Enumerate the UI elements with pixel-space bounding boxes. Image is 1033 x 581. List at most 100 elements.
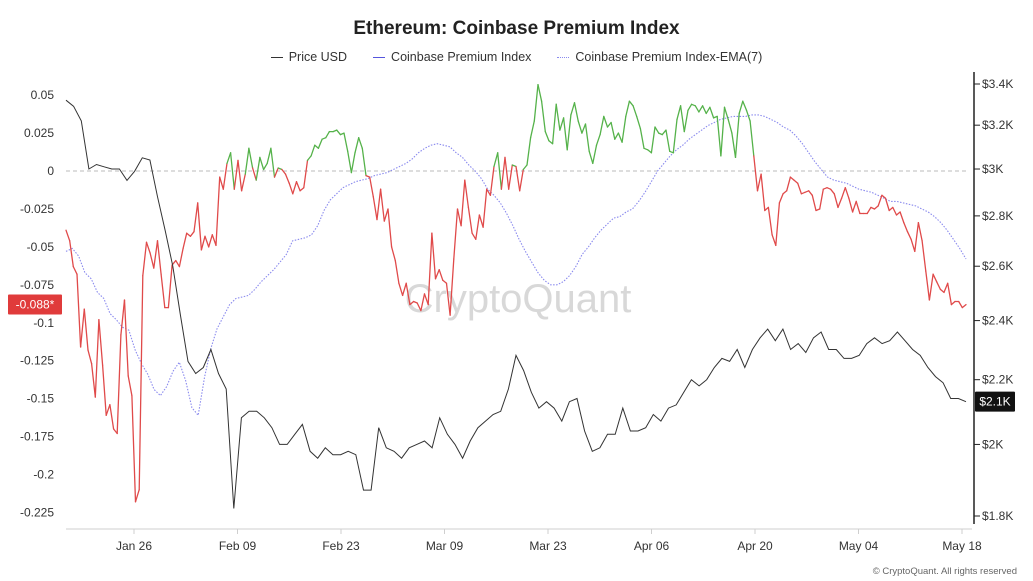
premium-index-segment <box>665 129 671 152</box>
premium-index-segment <box>808 190 813 196</box>
legend-item-premium[interactable]: Coinbase Premium Index <box>373 50 531 64</box>
price-current-marker-bg <box>975 391 1015 412</box>
premium-index-segment <box>160 273 166 309</box>
marker-layer: -0.088* $2.1K <box>8 294 1015 412</box>
premium-index-segment <box>701 105 707 115</box>
premium-index-segment <box>354 137 360 154</box>
premium-index-segment <box>793 179 799 184</box>
premium-index-segment <box>925 270 931 301</box>
premium-index-segment <box>511 164 517 168</box>
premium-index-segment <box>394 259 400 284</box>
premium-index-segment <box>208 234 213 248</box>
premium-index-segment <box>515 165 521 192</box>
premium-index-segment <box>914 221 920 253</box>
premium-current-marker-bg <box>8 294 62 315</box>
premium-index-segment <box>533 83 539 122</box>
premium-index-segment <box>873 205 879 210</box>
premium-index-segment <box>636 115 642 130</box>
premium-index-segment <box>314 144 320 149</box>
premium-index-segment <box>259 156 265 171</box>
premium-index-segment <box>599 115 605 136</box>
premium-index-segment <box>753 155 759 192</box>
premium-index-segment <box>186 232 192 237</box>
premium-index-segment <box>350 152 356 174</box>
y-left-tick-label: -0.075 <box>20 278 54 292</box>
premium-index-segment <box>87 349 93 365</box>
premium-index-segment <box>895 211 901 216</box>
premium-index-segment <box>142 241 148 277</box>
premium-index-segment <box>134 489 140 503</box>
premium-index-segment <box>958 300 963 309</box>
premium-index-segment <box>273 167 279 178</box>
premium-index-segment <box>460 179 466 227</box>
premium-index-segment <box>661 129 667 136</box>
premium-index-segment <box>899 211 905 224</box>
premium-index-segment <box>281 168 287 175</box>
premium-index-segment <box>390 246 396 262</box>
premium-index-segment <box>358 137 363 149</box>
premium-index-segment <box>570 102 576 116</box>
premium-index-segment <box>756 173 762 192</box>
premium-index-segment <box>478 214 484 228</box>
premium-index-segment <box>789 176 795 181</box>
premium-index-segment <box>193 202 199 233</box>
premium-index-segment <box>178 247 184 268</box>
premium-index-segment <box>537 83 543 102</box>
premium-index-series <box>65 83 967 503</box>
premium-index-segment <box>833 193 839 209</box>
y-left-tick-label: -0.125 <box>20 354 54 368</box>
premium-index-segment <box>851 200 857 213</box>
legend-item-ema[interactable]: Coinbase Premium Index-EMA(7) <box>557 50 762 64</box>
premium-index-segment <box>211 234 217 247</box>
premium-index-segment <box>372 196 378 221</box>
legend-item-price[interactable]: Price USD <box>270 50 348 64</box>
premium-index-segment <box>723 106 729 121</box>
y-left-tick-label: 0 <box>47 164 54 178</box>
premium-index-segment <box>540 100 546 133</box>
y-right-tick-label: $2.2K <box>982 373 1013 387</box>
premium-index-segment <box>764 206 770 212</box>
premium-index-segment <box>145 241 151 254</box>
x-tick-label: May 04 <box>839 539 879 553</box>
premium-index-segment <box>928 273 934 301</box>
premium-index-segment <box>566 114 572 151</box>
premium-index-segment <box>782 190 788 195</box>
x-tick-label: Apr 20 <box>737 539 773 553</box>
premium-index-segment <box>504 156 510 190</box>
premium-index-segment <box>698 105 704 113</box>
premium-index-segment <box>288 182 294 195</box>
premium-index-segment <box>884 197 890 212</box>
x-tick-label: May 18 <box>942 539 982 553</box>
premium-index-segment <box>950 300 956 306</box>
premium-index-segment <box>650 126 656 154</box>
premium-index-segment <box>617 132 623 143</box>
premium-index-segment <box>438 269 444 281</box>
premium-index-segment <box>881 194 887 199</box>
premium-index-segment <box>449 258 455 316</box>
premium-index-segment <box>233 159 239 190</box>
premium-index-segment <box>819 188 824 210</box>
premium-index-segment <box>705 106 711 115</box>
premium-index-segment <box>529 120 535 139</box>
y-left-tick-label: -0.05 <box>27 240 55 254</box>
premium-index-segment <box>167 264 173 309</box>
x-tick-label: Feb 09 <box>219 539 257 553</box>
premium-index-segment <box>123 299 129 377</box>
premium-index-segment <box>347 150 353 174</box>
premium-index-segment <box>555 103 561 131</box>
premium-current-marker-label: -0.088* <box>16 298 55 312</box>
premium-index-segment <box>431 232 437 280</box>
premium-index-segment <box>888 206 894 212</box>
premium-index-segment <box>939 288 945 294</box>
premium-index-segment <box>961 303 967 309</box>
premium-index-segment <box>445 282 451 316</box>
price-current-marker-label: $2.1K <box>979 395 1010 409</box>
premium-index-segment <box>79 308 85 348</box>
premium-index-segment <box>592 144 598 165</box>
premium-index-segment <box>548 140 554 145</box>
premium-index-segment <box>101 364 107 416</box>
price-current-marker: $2.1K <box>975 391 1015 412</box>
legend-label-price: Price USD <box>288 50 348 64</box>
premium-index-segment <box>387 208 393 248</box>
